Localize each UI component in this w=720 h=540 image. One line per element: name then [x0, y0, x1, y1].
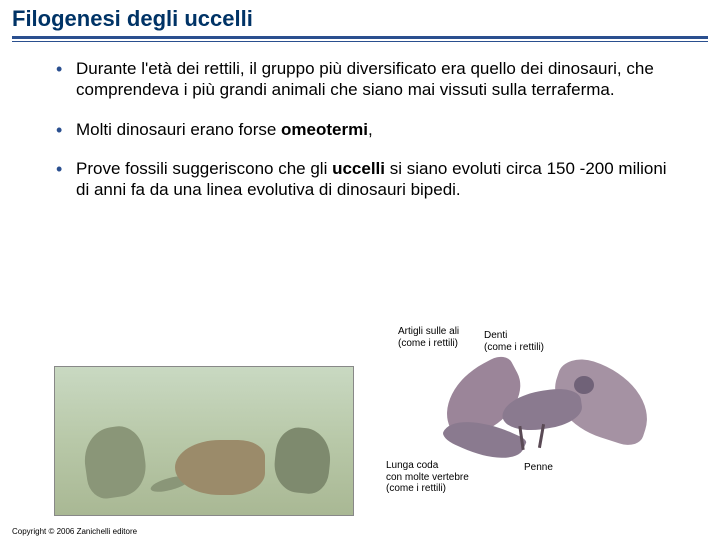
bullet-3: Prove fossili suggeriscono che gli uccel… — [56, 158, 680, 201]
dinosaur-shape-3 — [272, 425, 333, 495]
slide-title: Filogenesi degli uccelli — [0, 0, 720, 36]
annotation-feathers: Penne — [524, 462, 568, 474]
dinosaur-shape-1 — [80, 423, 149, 501]
bullet-1: Durante l'età dei rettili, il gruppo più… — [56, 58, 680, 101]
copyright-text: Copyright © 2006 Zanichelli editore — [12, 527, 137, 536]
annotation-teeth: Denti(come i rettili) — [484, 330, 570, 353]
bullet-2-pre: Molti dinosauri erano forse — [76, 120, 281, 139]
dinosaur-illustration — [54, 366, 354, 516]
annotation-claws: Artigli sulle ali(come i rettili) — [398, 326, 480, 349]
title-rule-thick — [12, 36, 708, 39]
archaeopteryx-illustration: Artigli sulle ali(come i rettili) Denti(… — [392, 326, 702, 516]
title-rule-thin — [12, 41, 708, 42]
bullet-1-text: Durante l'età dei rettili, il gruppo più… — [76, 59, 654, 99]
bullet-3-pre: Prove fossili suggeriscono che gli — [76, 159, 332, 178]
figures-region: Artigli sulle ali(come i rettili) Denti(… — [0, 326, 720, 516]
bird-head-shape — [574, 376, 594, 394]
bullet-2: Molti dinosauri erano forse omeotermi, — [56, 119, 680, 140]
bullet-2-bold: omeotermi — [281, 120, 368, 139]
dinosaur-shape-2 — [175, 440, 265, 495]
bullet-list: Durante l'età dei rettili, il gruppo più… — [0, 52, 720, 200]
bullet-3-bold: uccelli — [332, 159, 385, 178]
annotation-tail: Lunga codacon molte vertebre(come i rett… — [386, 460, 486, 495]
bullet-2-post: , — [368, 120, 373, 139]
